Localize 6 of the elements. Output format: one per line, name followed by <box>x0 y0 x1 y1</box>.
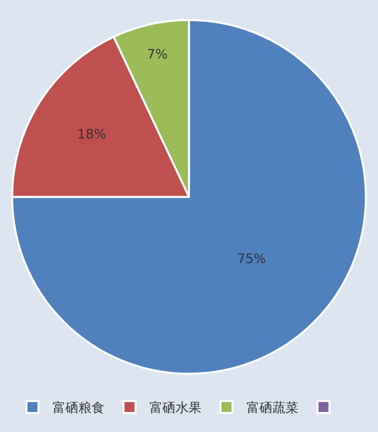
data-label: 75% <box>237 252 266 267</box>
legend-label: 富硒粮食 <box>52 400 104 416</box>
legend-label: 富硒蔬菜 <box>246 400 298 416</box>
legend-label: 富硒水果 <box>150 400 202 416</box>
data-label: 18% <box>77 128 106 143</box>
data-label: 7% <box>147 48 168 63</box>
